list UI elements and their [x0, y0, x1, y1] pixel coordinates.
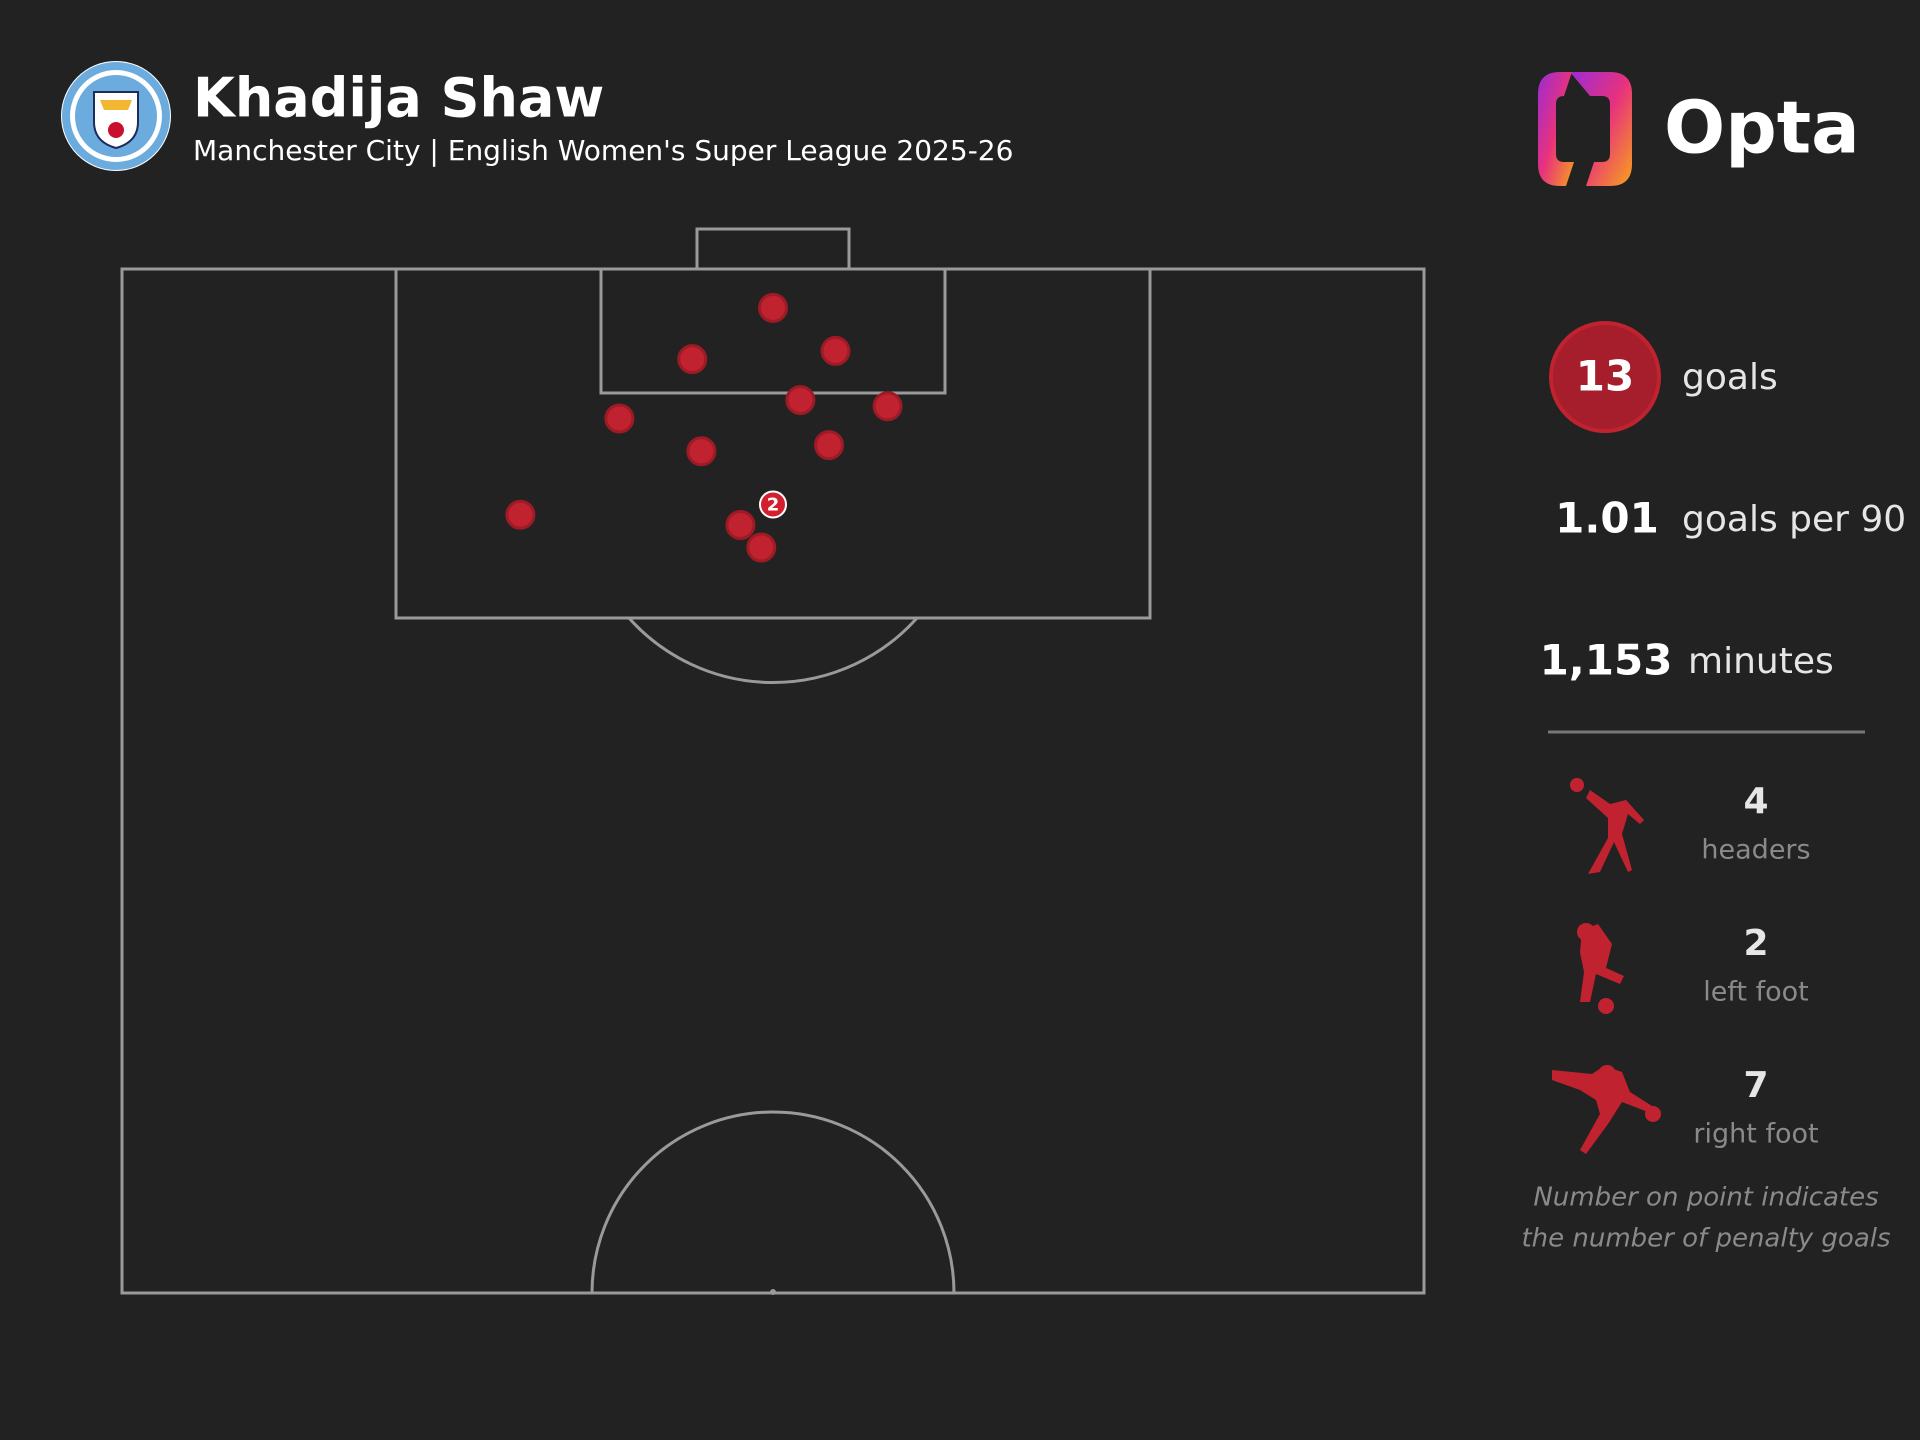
goal-point — [759, 490, 787, 519]
note: the number of penalty goals — [1521, 1224, 1890, 1254]
header-icon — [1570, 778, 1644, 874]
minutes-value: 1,153 — [1540, 636, 1673, 685]
six-yard-box — [599, 267, 947, 395]
goals-value: 13 — [1576, 352, 1634, 401]
penalty-count: 2 — [767, 495, 780, 516]
brand-logo: Opta — [1538, 72, 1860, 186]
goal-point — [872, 391, 903, 422]
player-name: Khadija Shaw — [193, 67, 604, 130]
goal-point — [785, 385, 816, 416]
goals-badge — [1549, 321, 1661, 433]
right-value: 7 — [1743, 1065, 1768, 1106]
goal-point — [813, 430, 844, 461]
minutes-label: minutes — [1688, 641, 1834, 682]
goal-point — [505, 499, 536, 530]
pitch — [120, 227, 1426, 1295]
left-label: left foot — [1703, 977, 1808, 1008]
headers-value: 4 — [1743, 781, 1768, 822]
goal-point — [604, 403, 635, 434]
per90-value: 1.01 — [1555, 494, 1659, 543]
goal-point — [746, 532, 777, 563]
goal-point — [758, 292, 788, 323]
right-label: right foot — [1693, 1119, 1818, 1150]
pitch-outline — [120, 267, 1426, 1295]
center-spot — [770, 1289, 776, 1295]
club-crest — [61, 61, 171, 171]
goal — [695, 227, 851, 271]
per90-label: goals per 90 — [1682, 499, 1906, 540]
brand-name: Opta — [1664, 86, 1860, 170]
subtitle: Manchester City | English Women's Super … — [193, 134, 1013, 167]
right-foot-icon — [1552, 1065, 1661, 1154]
left-foot-icon — [1577, 923, 1624, 1014]
note: Number on point indicates — [1533, 1183, 1878, 1213]
goal-point — [820, 335, 851, 366]
goal-point — [686, 436, 717, 467]
goal-point — [725, 510, 756, 540]
center-circle — [590, 1110, 956, 1294]
penalty-arc — [627, 617, 919, 684]
headers-label: headers — [1701, 835, 1810, 866]
goal-point — [677, 344, 708, 375]
left-value: 2 — [1743, 923, 1768, 964]
goals-label: goals — [1682, 357, 1778, 398]
shots: 2 — [505, 292, 903, 563]
